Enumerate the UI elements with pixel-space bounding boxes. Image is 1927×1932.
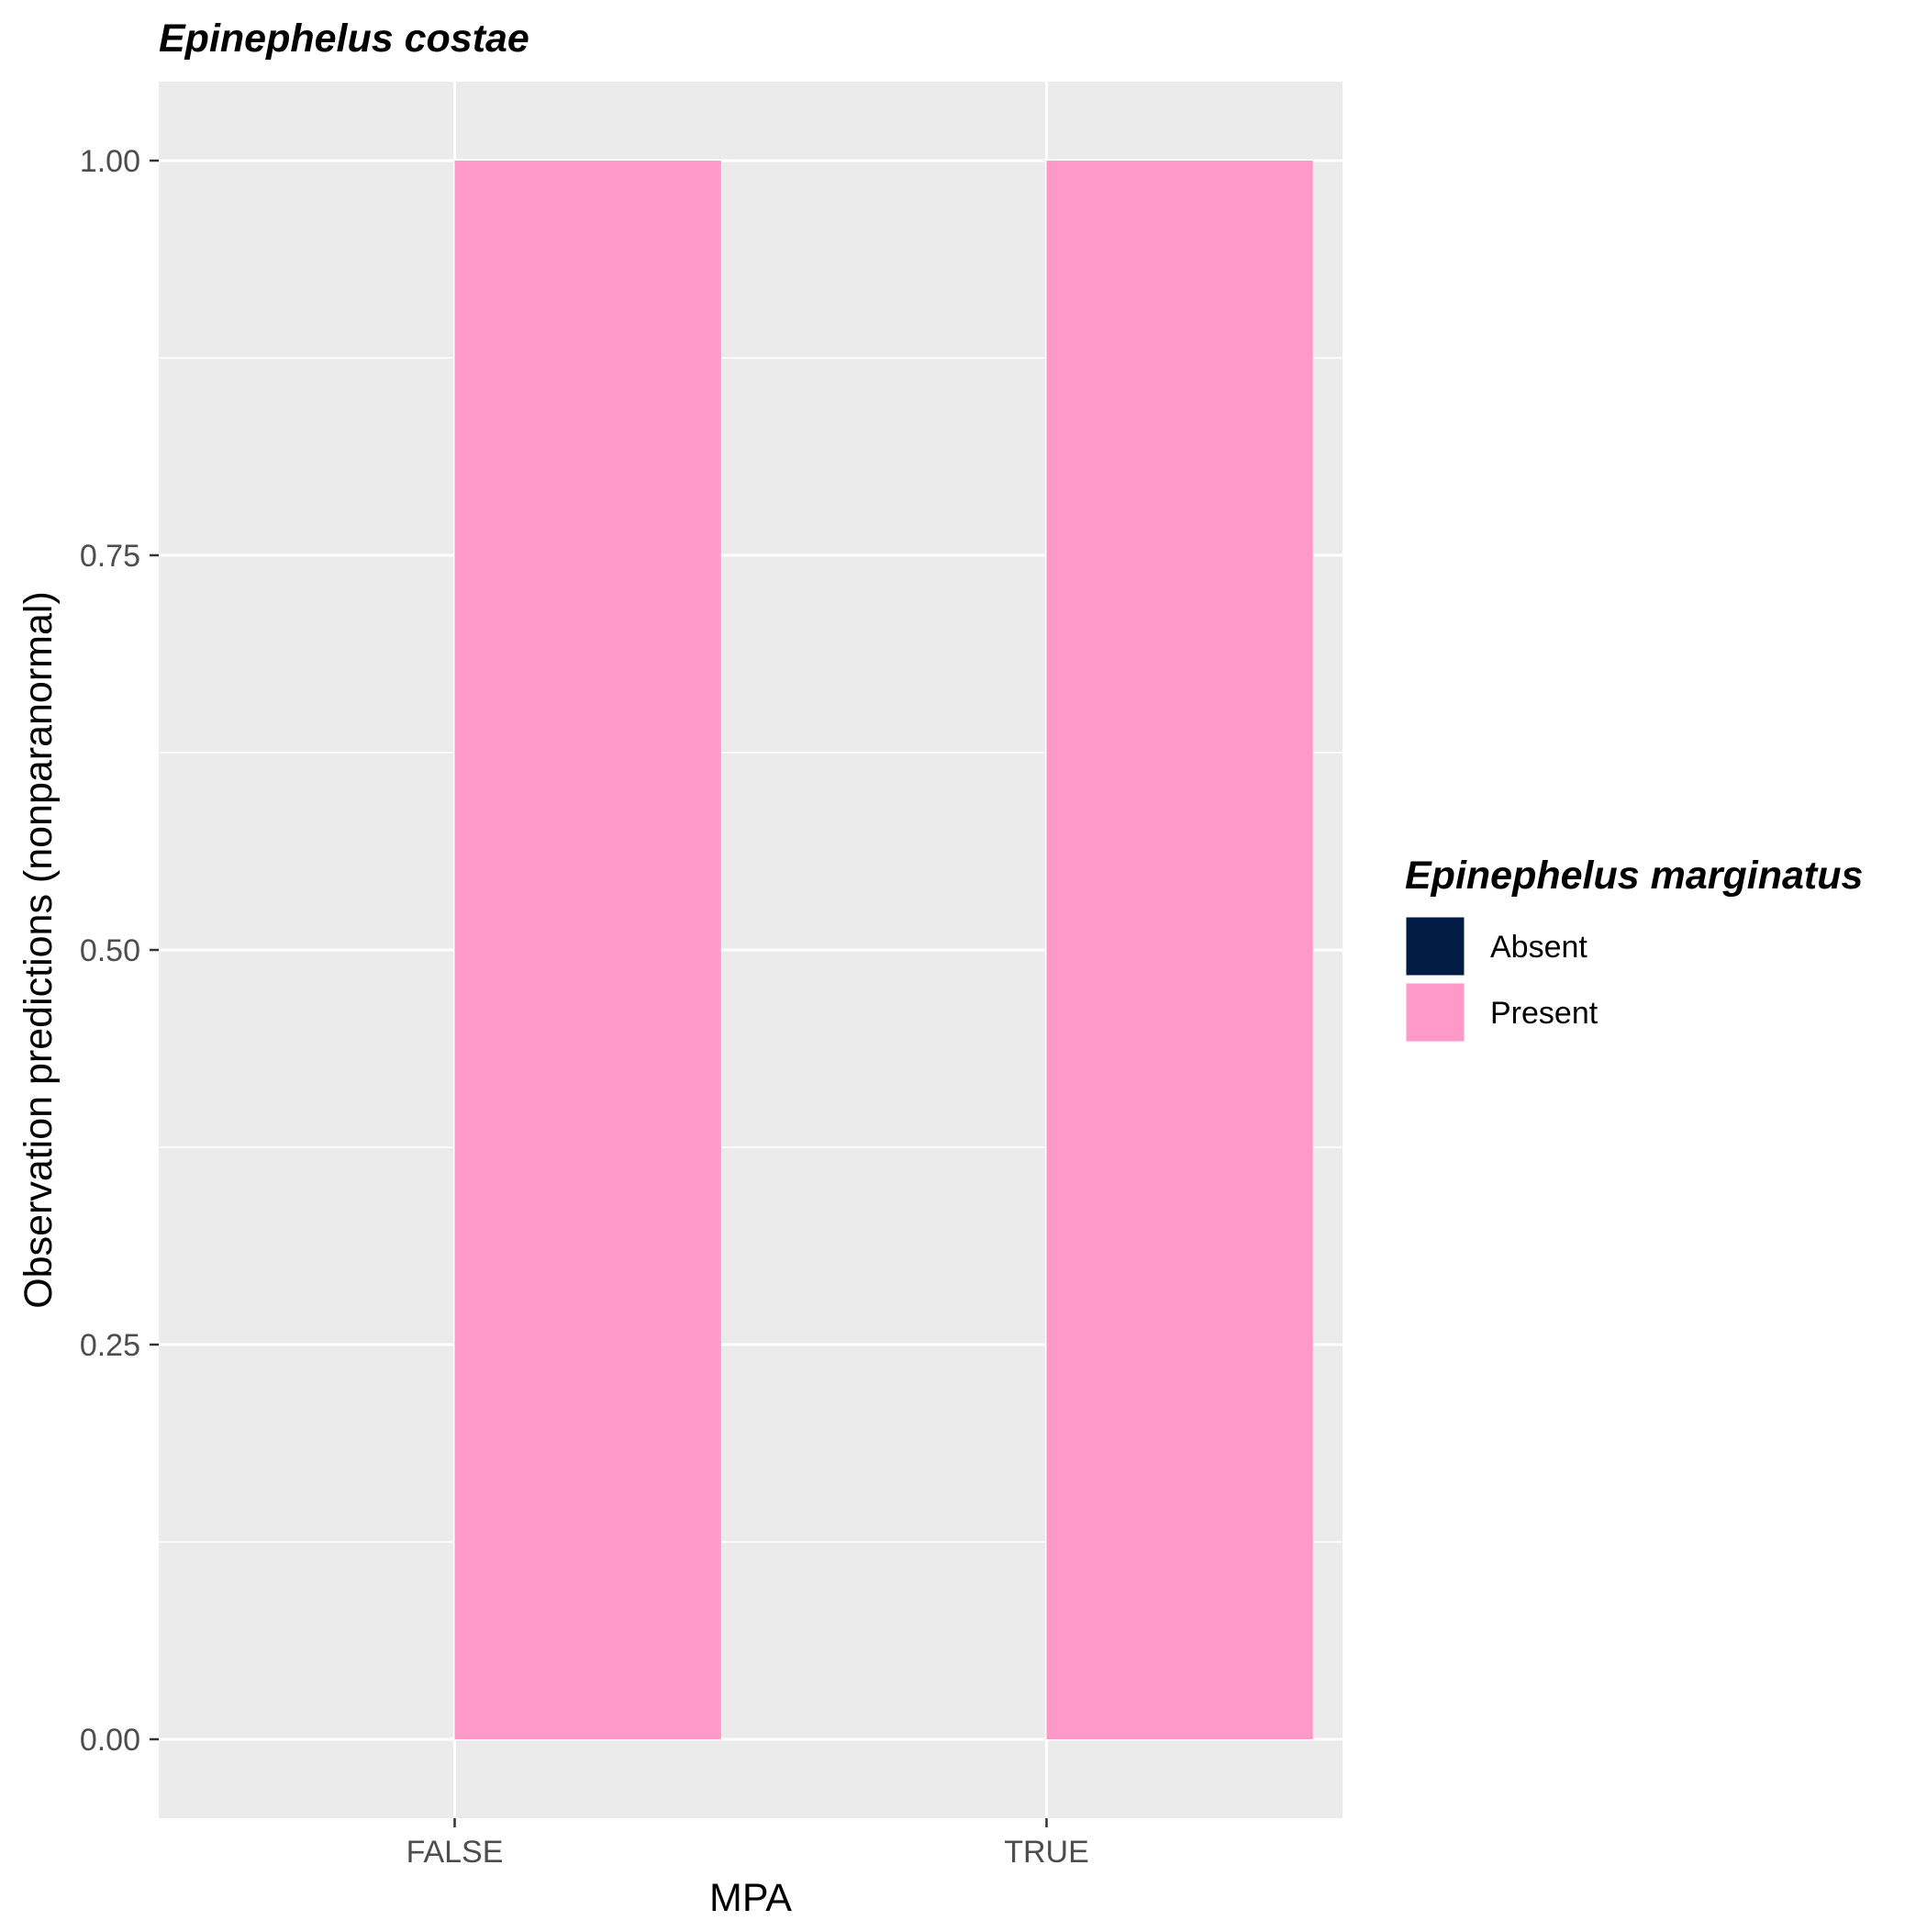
legend-key-absent <box>1403 914 1467 978</box>
x-axis: FALSE TRUE <box>407 1818 1089 1870</box>
y-tick-label: 0.50 <box>80 933 140 968</box>
y-tick-label: 0.25 <box>80 1328 140 1363</box>
bars <box>454 161 1313 1739</box>
chart-title: Epinephelus costae <box>159 17 529 61</box>
legend-title: Epinephelus marginatus <box>1405 854 1863 898</box>
legend-items: Absent Present <box>1403 914 1598 1044</box>
legend-label-present: Present <box>1490 996 1598 1031</box>
legend-key-present <box>1403 980 1467 1044</box>
y-axis-title: Observation predictions (nonparanormal) <box>17 591 61 1309</box>
y-axis: 0.00 0.25 0.50 0.75 1.00 <box>80 144 159 1758</box>
y-tick-label: 0.00 <box>80 1723 140 1758</box>
legend: Epinephelus marginatus Absent Present <box>1403 854 1863 1044</box>
x-tick-label: TRUE <box>1004 1835 1089 1870</box>
bar-present-true <box>1046 161 1313 1739</box>
y-tick-label: 1.00 <box>80 144 140 179</box>
bar-present-false <box>454 161 721 1739</box>
legend-label-absent: Absent <box>1490 930 1587 965</box>
x-tick-label: FALSE <box>407 1835 504 1870</box>
x-axis-title: MPA <box>709 1876 792 1920</box>
y-tick-label: 0.75 <box>80 539 140 574</box>
